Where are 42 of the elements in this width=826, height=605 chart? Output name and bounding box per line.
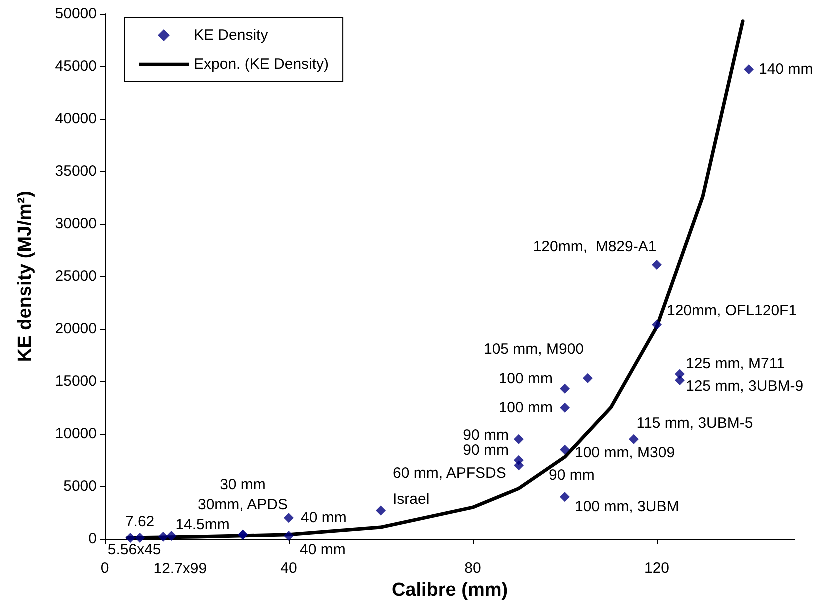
annotation: 100 mm bbox=[498, 370, 553, 388]
y-tick-label: 45000 bbox=[55, 58, 97, 76]
x-tick-label: 120 bbox=[644, 560, 670, 578]
x-axis-title: Calibre (mm) bbox=[392, 580, 508, 601]
annotation: 125 mm, M711 bbox=[686, 356, 785, 373]
annotation: 30mm, APDS bbox=[198, 496, 288, 514]
y-axis-title: KE density (MJ/m²) bbox=[15, 191, 36, 362]
annotation: 40 mm bbox=[301, 510, 347, 527]
annotation: 14.5mm bbox=[176, 516, 230, 534]
y-tick-label: 20000 bbox=[55, 320, 97, 338]
y-tick-label: 35000 bbox=[55, 163, 97, 180]
x-tick-label: 40 bbox=[280, 560, 298, 578]
annotation: 30 mm bbox=[220, 476, 266, 494]
y-tick-label: 40000 bbox=[55, 110, 97, 128]
annotation: 100 mm bbox=[498, 399, 553, 416]
annotation: 140 mm bbox=[759, 61, 814, 78]
annotation: 100 mm, M309 bbox=[575, 444, 676, 462]
annotation: 115 mm, 3UBM-5 bbox=[636, 414, 754, 432]
y-tick-label: 0 bbox=[88, 530, 97, 548]
annotation: 60 mm, APFSDS Israel bbox=[393, 465, 511, 508]
annotation: 120mm, OFL120F1 bbox=[667, 302, 798, 320]
annotation: 100 mm, 3UBM bbox=[575, 498, 680, 516]
annotation: 5.56x45 bbox=[108, 542, 162, 559]
annotation: 12.7x99 bbox=[154, 560, 208, 578]
legend-label: KE Density bbox=[194, 27, 269, 44]
annotation: 90 mm bbox=[549, 467, 595, 484]
y-tick-label: 10000 bbox=[55, 426, 97, 443]
y-tick-label: 25000 bbox=[55, 268, 97, 286]
annotation: 90 mm bbox=[463, 426, 509, 444]
x-tick-label: 80 bbox=[464, 560, 482, 578]
annotation: 90 mm bbox=[463, 442, 509, 459]
legend-label: Expon. (KE Density) bbox=[194, 56, 330, 73]
annotation: 105 mm, M900 bbox=[484, 340, 584, 358]
y-tick-label: 50000 bbox=[55, 6, 97, 22]
annotation: 7.62 bbox=[125, 514, 155, 531]
annotation: 125 mm, 3UBM-9 bbox=[686, 378, 804, 396]
y-tick-label: 30000 bbox=[55, 216, 97, 233]
annotation: 40 mm bbox=[300, 541, 346, 558]
x-tick-label: 0 bbox=[100, 560, 110, 578]
annotation: 120mm, M829-A1 bbox=[533, 238, 657, 256]
y-tick-label: 5000 bbox=[64, 478, 97, 496]
y-tick-label: 15000 bbox=[55, 373, 97, 390]
